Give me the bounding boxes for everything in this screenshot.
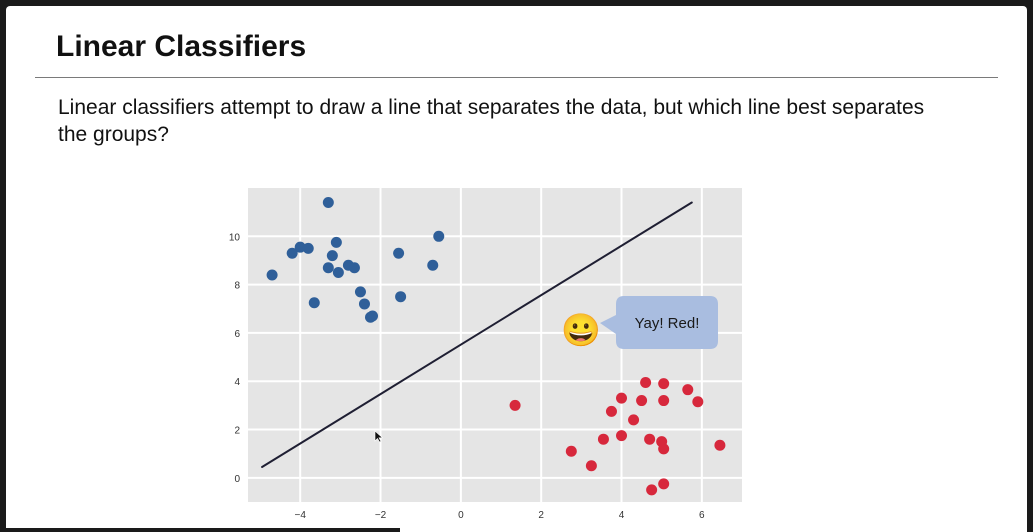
- y-tick-label: 0: [234, 474, 240, 485]
- callout-text: Yay! Red!: [635, 315, 700, 332]
- blue-point: [322, 262, 334, 274]
- red-point: [585, 460, 597, 472]
- blue-point: [427, 259, 439, 271]
- blue-point: [326, 250, 338, 262]
- x-tick-label: −2: [375, 510, 387, 521]
- red-point: [714, 439, 726, 451]
- red-point: [636, 395, 648, 407]
- blue-point: [367, 310, 379, 322]
- data-points: [266, 196, 726, 496]
- red-point: [605, 405, 617, 417]
- taskbar-strip: [0, 528, 400, 532]
- red-point: [597, 433, 609, 445]
- y-tick-label: 10: [229, 232, 241, 243]
- blue-point: [286, 247, 298, 259]
- x-tick-label: −4: [295, 510, 307, 521]
- blue-point: [322, 196, 334, 208]
- red-point: [658, 478, 670, 490]
- red-point: [644, 433, 656, 445]
- red-point: [658, 378, 670, 390]
- red-point: [509, 399, 521, 411]
- blue-point: [393, 247, 405, 259]
- blue-point: [302, 242, 314, 254]
- speech-bubble: [600, 296, 718, 349]
- red-point: [658, 395, 670, 407]
- x-tick-label: 6: [699, 510, 705, 521]
- red-point: [565, 445, 577, 457]
- title-divider: [35, 77, 998, 78]
- grid-lines: [248, 188, 742, 502]
- red-point: [628, 414, 640, 426]
- blue-point: [330, 236, 342, 248]
- red-point: [658, 443, 670, 455]
- smiley-emoji-icon: 😀: [561, 312, 601, 348]
- blue-point: [266, 269, 278, 281]
- y-tick-labels: 0 2 4 6 8 10: [229, 232, 241, 485]
- x-tick-label: 4: [619, 510, 625, 521]
- y-tick-label: 2: [234, 426, 240, 437]
- separating-line: [261, 201, 693, 468]
- blue-point: [395, 291, 407, 303]
- y-tick-label: 4: [234, 377, 240, 388]
- red-point: [692, 396, 704, 408]
- blue-point: [348, 262, 360, 274]
- x-tick-labels: −4 −2 0 2 4 6: [295, 510, 706, 521]
- blue-point: [433, 230, 445, 242]
- blue-point: [308, 297, 320, 309]
- mouse-cursor-icon: [374, 430, 384, 443]
- red-point: [682, 384, 694, 396]
- slide-title: Linear Classifiers: [56, 30, 307, 63]
- blue-point: [294, 241, 306, 253]
- red-point: [616, 392, 628, 404]
- slide-body-text: Linear classifiers attempt to draw a lin…: [58, 96, 925, 146]
- y-tick-label: 6: [234, 329, 240, 340]
- red-point: [646, 484, 658, 496]
- red-point: [616, 430, 628, 442]
- callout: 😀 Yay! Red!: [561, 296, 718, 349]
- y-tick-label: 8: [234, 281, 240, 292]
- x-tick-label: 2: [538, 510, 544, 521]
- blue-point: [332, 267, 344, 279]
- blue-point: [354, 286, 366, 298]
- blue-point: [358, 298, 370, 310]
- red-point: [640, 376, 652, 388]
- x-tick-label: 0: [458, 510, 464, 521]
